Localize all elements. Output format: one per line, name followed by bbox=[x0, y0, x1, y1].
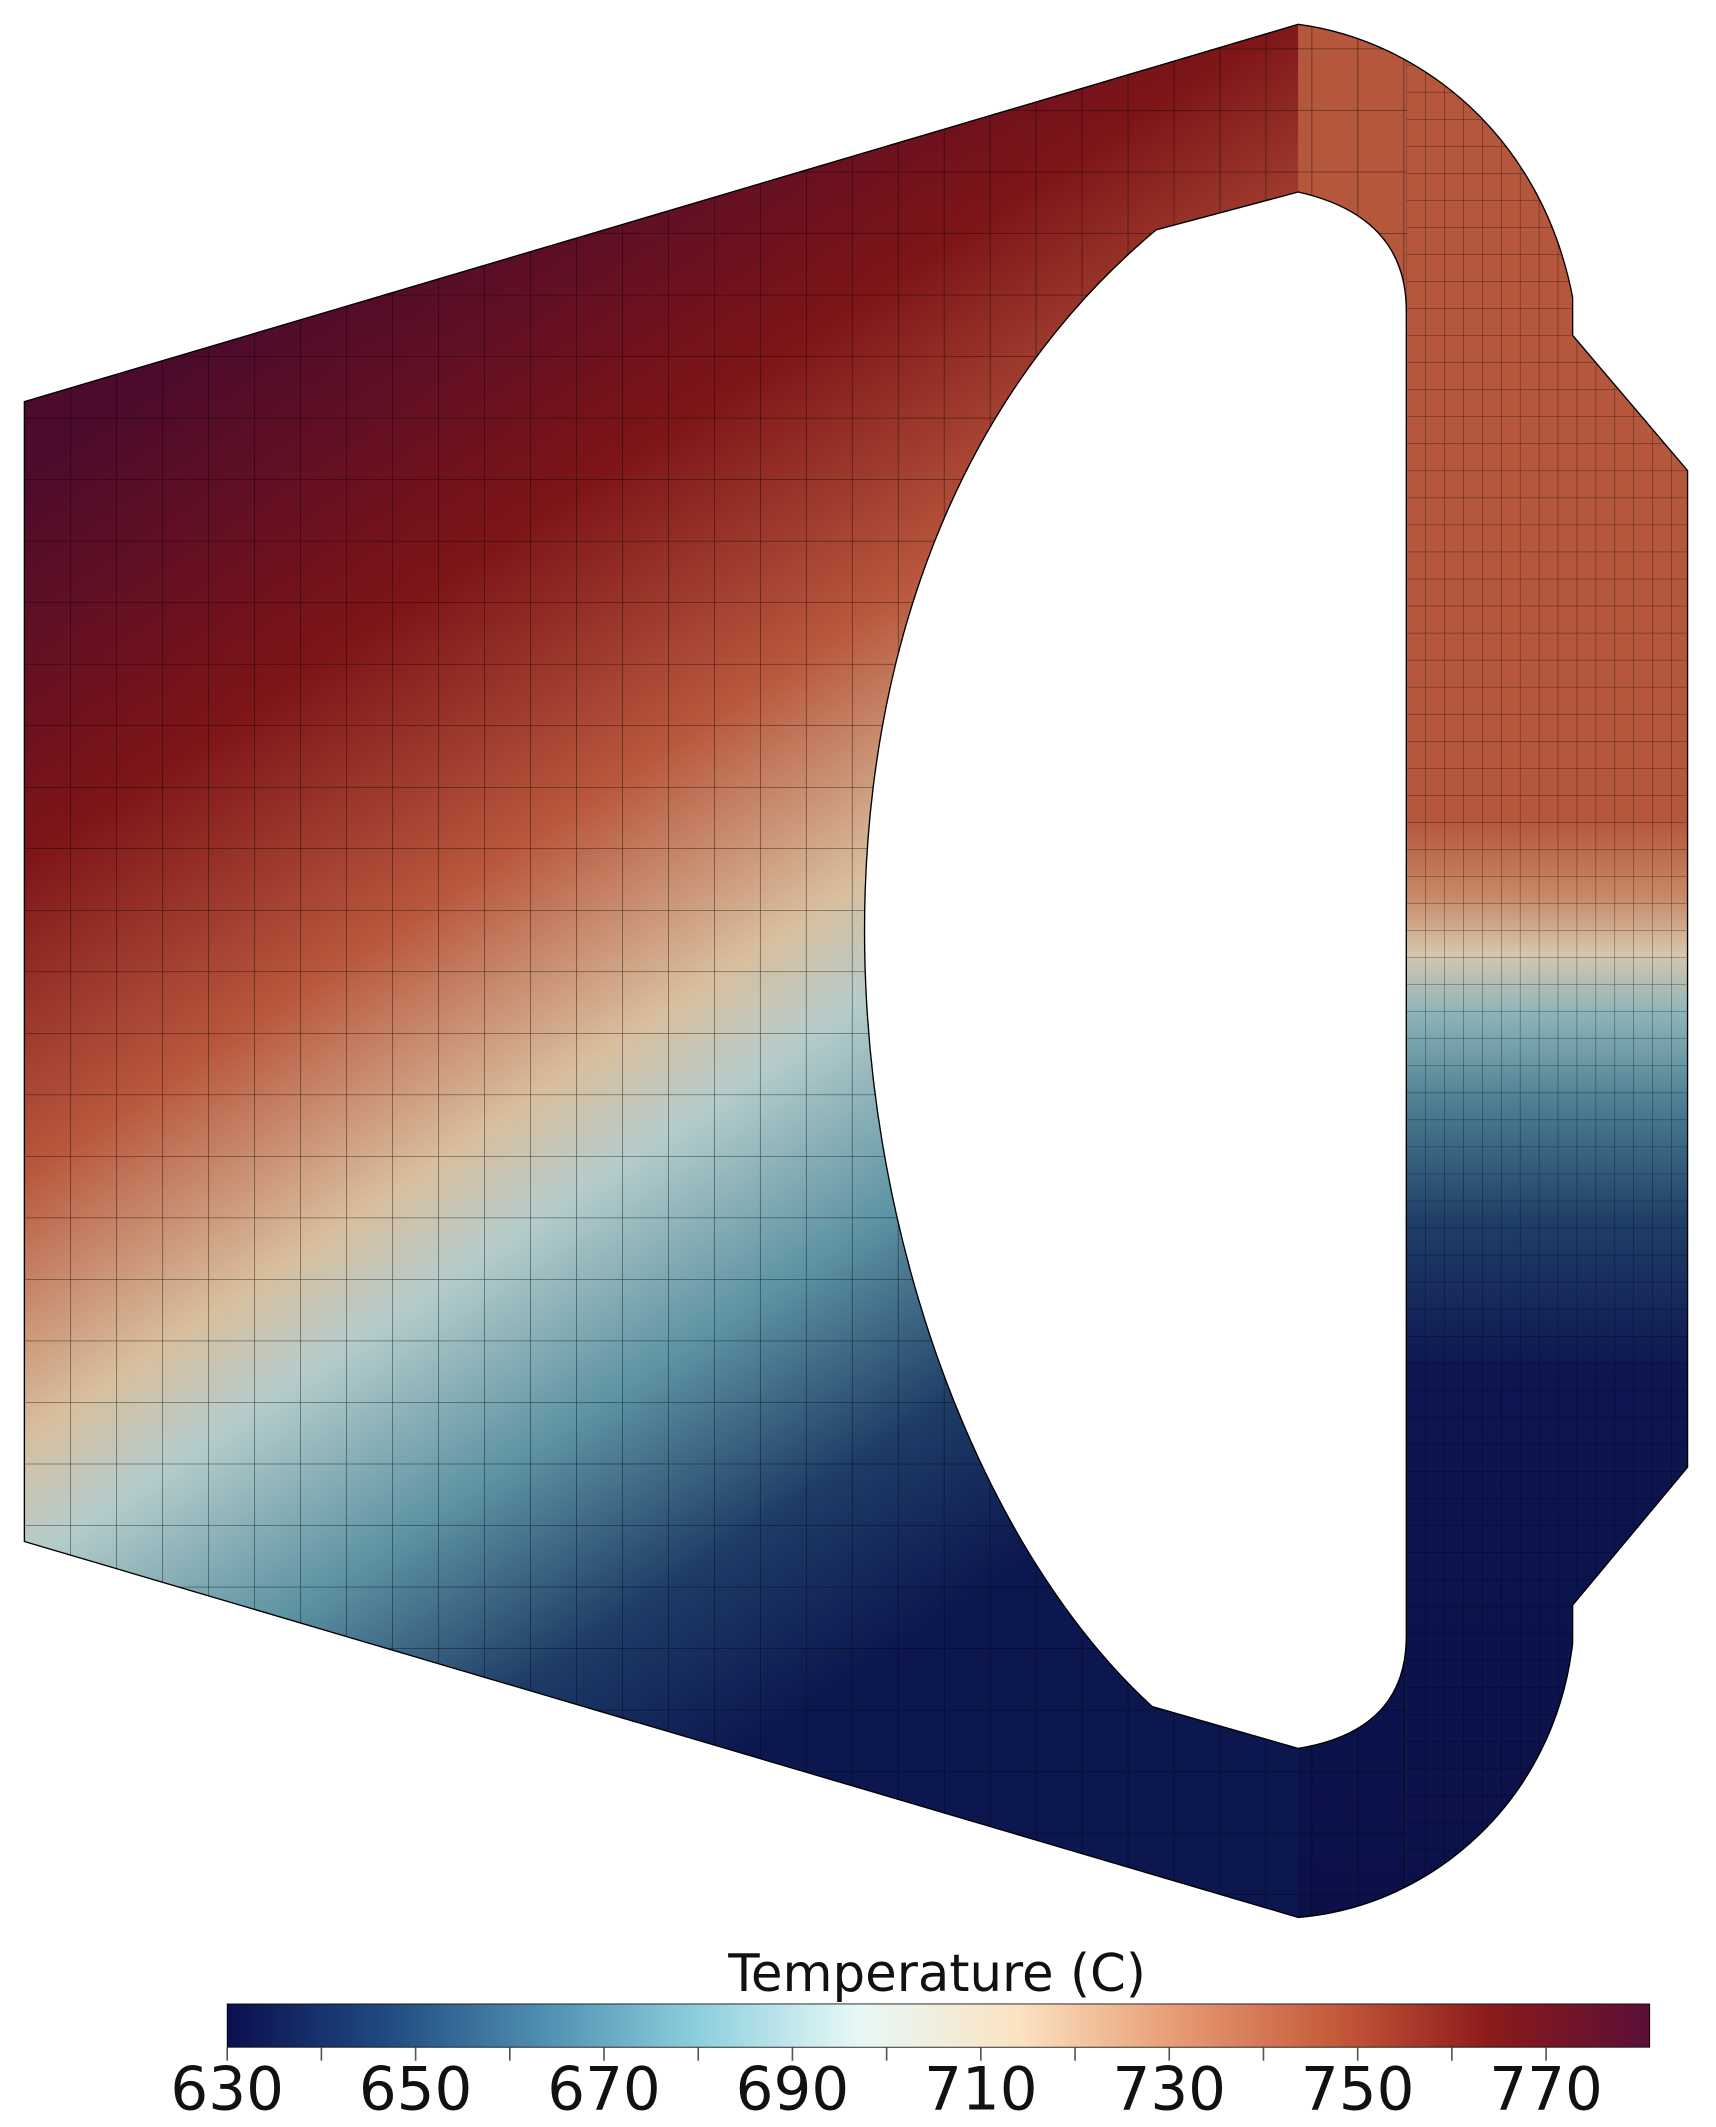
tick-label: 630 bbox=[170, 2055, 284, 2124]
tick-label: 690 bbox=[736, 2055, 850, 2124]
tick-label: 650 bbox=[359, 2055, 473, 2124]
mesh-outline bbox=[23, 23, 1689, 1919]
tick-label: 770 bbox=[1489, 2055, 1603, 2124]
tick-label: 710 bbox=[924, 2055, 1038, 2124]
colorbar: 630 650 670 690 710 730 750 770 bbox=[170, 2003, 1651, 2124]
tick-label: 750 bbox=[1301, 2055, 1415, 2124]
tick-label: 730 bbox=[1112, 2055, 1226, 2124]
colorbar-bar bbox=[226, 2003, 1651, 2048]
colorbar-title: Temperature (C) bbox=[727, 1944, 1146, 2004]
temperature-field bbox=[24, 24, 1688, 1918]
tick-label: 670 bbox=[547, 2055, 661, 2124]
